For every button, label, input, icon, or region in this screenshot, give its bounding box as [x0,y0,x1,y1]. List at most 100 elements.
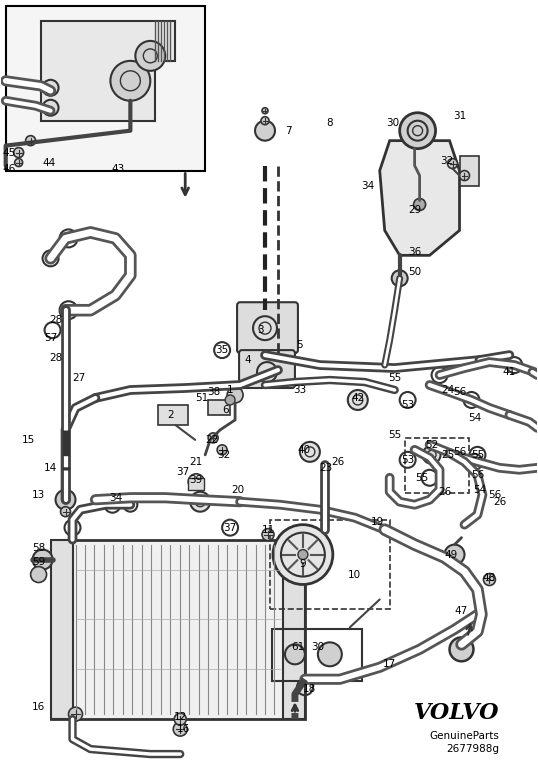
Text: 44: 44 [42,158,55,167]
Text: 12: 12 [174,712,187,722]
Text: 1: 1 [227,385,233,395]
Text: 50: 50 [408,267,421,278]
Text: 32: 32 [217,450,231,460]
Text: 22: 22 [206,435,219,445]
Text: 56: 56 [471,470,484,480]
Bar [51,540,73,719]
Bar [188,478,204,490]
Text: 55: 55 [471,450,484,460]
Text: 10: 10 [348,569,362,579]
Bar [283,540,305,719]
Text: 29: 29 [408,206,421,216]
Text: 19: 19 [371,517,384,526]
Text: 53: 53 [401,400,414,410]
Circle shape [262,108,268,113]
Text: 15: 15 [22,435,36,445]
Text: 30: 30 [386,118,399,127]
Text: 32: 32 [440,156,453,166]
Circle shape [174,713,186,725]
Text: 34: 34 [361,181,374,191]
Text: 52: 52 [425,439,438,450]
Text: 40: 40 [298,445,310,455]
Bar [459,156,479,185]
Bar [208,400,230,415]
Circle shape [208,433,218,443]
Text: 48: 48 [483,572,496,583]
Circle shape [285,644,305,664]
Circle shape [448,159,457,169]
Circle shape [459,170,470,181]
Text: 45: 45 [2,148,15,158]
Text: 56: 56 [453,447,466,457]
Circle shape [318,642,342,666]
Circle shape [33,550,53,569]
Bar [272,630,362,681]
Text: 43: 43 [112,163,125,174]
Circle shape [136,41,165,71]
Circle shape [484,573,495,586]
Text: 21: 21 [189,457,203,467]
Text: 61: 61 [291,642,305,652]
Text: 26: 26 [438,486,451,497]
Text: 39: 39 [189,475,203,485]
Text: 51: 51 [195,393,209,403]
Circle shape [261,117,269,124]
Text: 27: 27 [72,373,85,383]
Circle shape [298,550,308,560]
Text: 11: 11 [261,525,274,535]
Text: 38: 38 [208,387,221,397]
Circle shape [227,387,243,403]
Text: 58: 58 [32,543,45,553]
Text: VOLVO: VOLVO [414,702,499,724]
Circle shape [273,525,333,584]
Text: 33: 33 [293,385,307,395]
Text: 18: 18 [303,684,316,694]
Polygon shape [380,141,459,256]
Text: 34: 34 [109,493,122,503]
Bar [405,438,470,493]
Text: 56: 56 [453,387,466,397]
Circle shape [110,61,150,101]
Circle shape [225,395,235,405]
Text: 41: 41 [502,367,516,377]
Text: 46: 46 [2,163,15,174]
Circle shape [423,446,441,464]
Text: 8: 8 [327,118,333,127]
Circle shape [253,316,277,340]
Circle shape [55,490,75,510]
Text: 14: 14 [44,463,57,473]
Bar [270,520,390,609]
Text: 30: 30 [312,642,324,652]
Text: 35: 35 [216,345,229,355]
Text: 42: 42 [351,393,364,403]
Text: 28: 28 [49,353,62,363]
Text: 6: 6 [222,405,229,415]
Text: 54: 54 [468,413,481,423]
Circle shape [13,148,24,158]
Text: 26: 26 [331,457,344,467]
Text: GenuineParts: GenuineParts [429,731,499,741]
Circle shape [255,120,275,141]
Text: 59: 59 [32,557,45,566]
Polygon shape [40,21,175,120]
Circle shape [15,159,23,167]
Bar [51,540,305,719]
Text: 24: 24 [441,385,454,395]
Text: 25: 25 [441,450,454,460]
Circle shape [190,492,210,511]
Text: 55: 55 [388,430,401,440]
Text: 3: 3 [257,325,263,335]
Text: 54: 54 [473,485,486,495]
Text: 53: 53 [401,455,414,465]
Text: 28: 28 [49,315,62,325]
Circle shape [26,135,36,145]
Text: 57: 57 [44,333,57,343]
Text: 5: 5 [296,340,303,350]
Text: 4: 4 [245,355,251,365]
Circle shape [262,529,274,540]
Text: 2: 2 [167,410,174,420]
FancyBboxPatch shape [239,350,295,388]
Text: 37: 37 [223,522,237,533]
Circle shape [392,271,408,286]
Text: 9: 9 [300,558,306,569]
